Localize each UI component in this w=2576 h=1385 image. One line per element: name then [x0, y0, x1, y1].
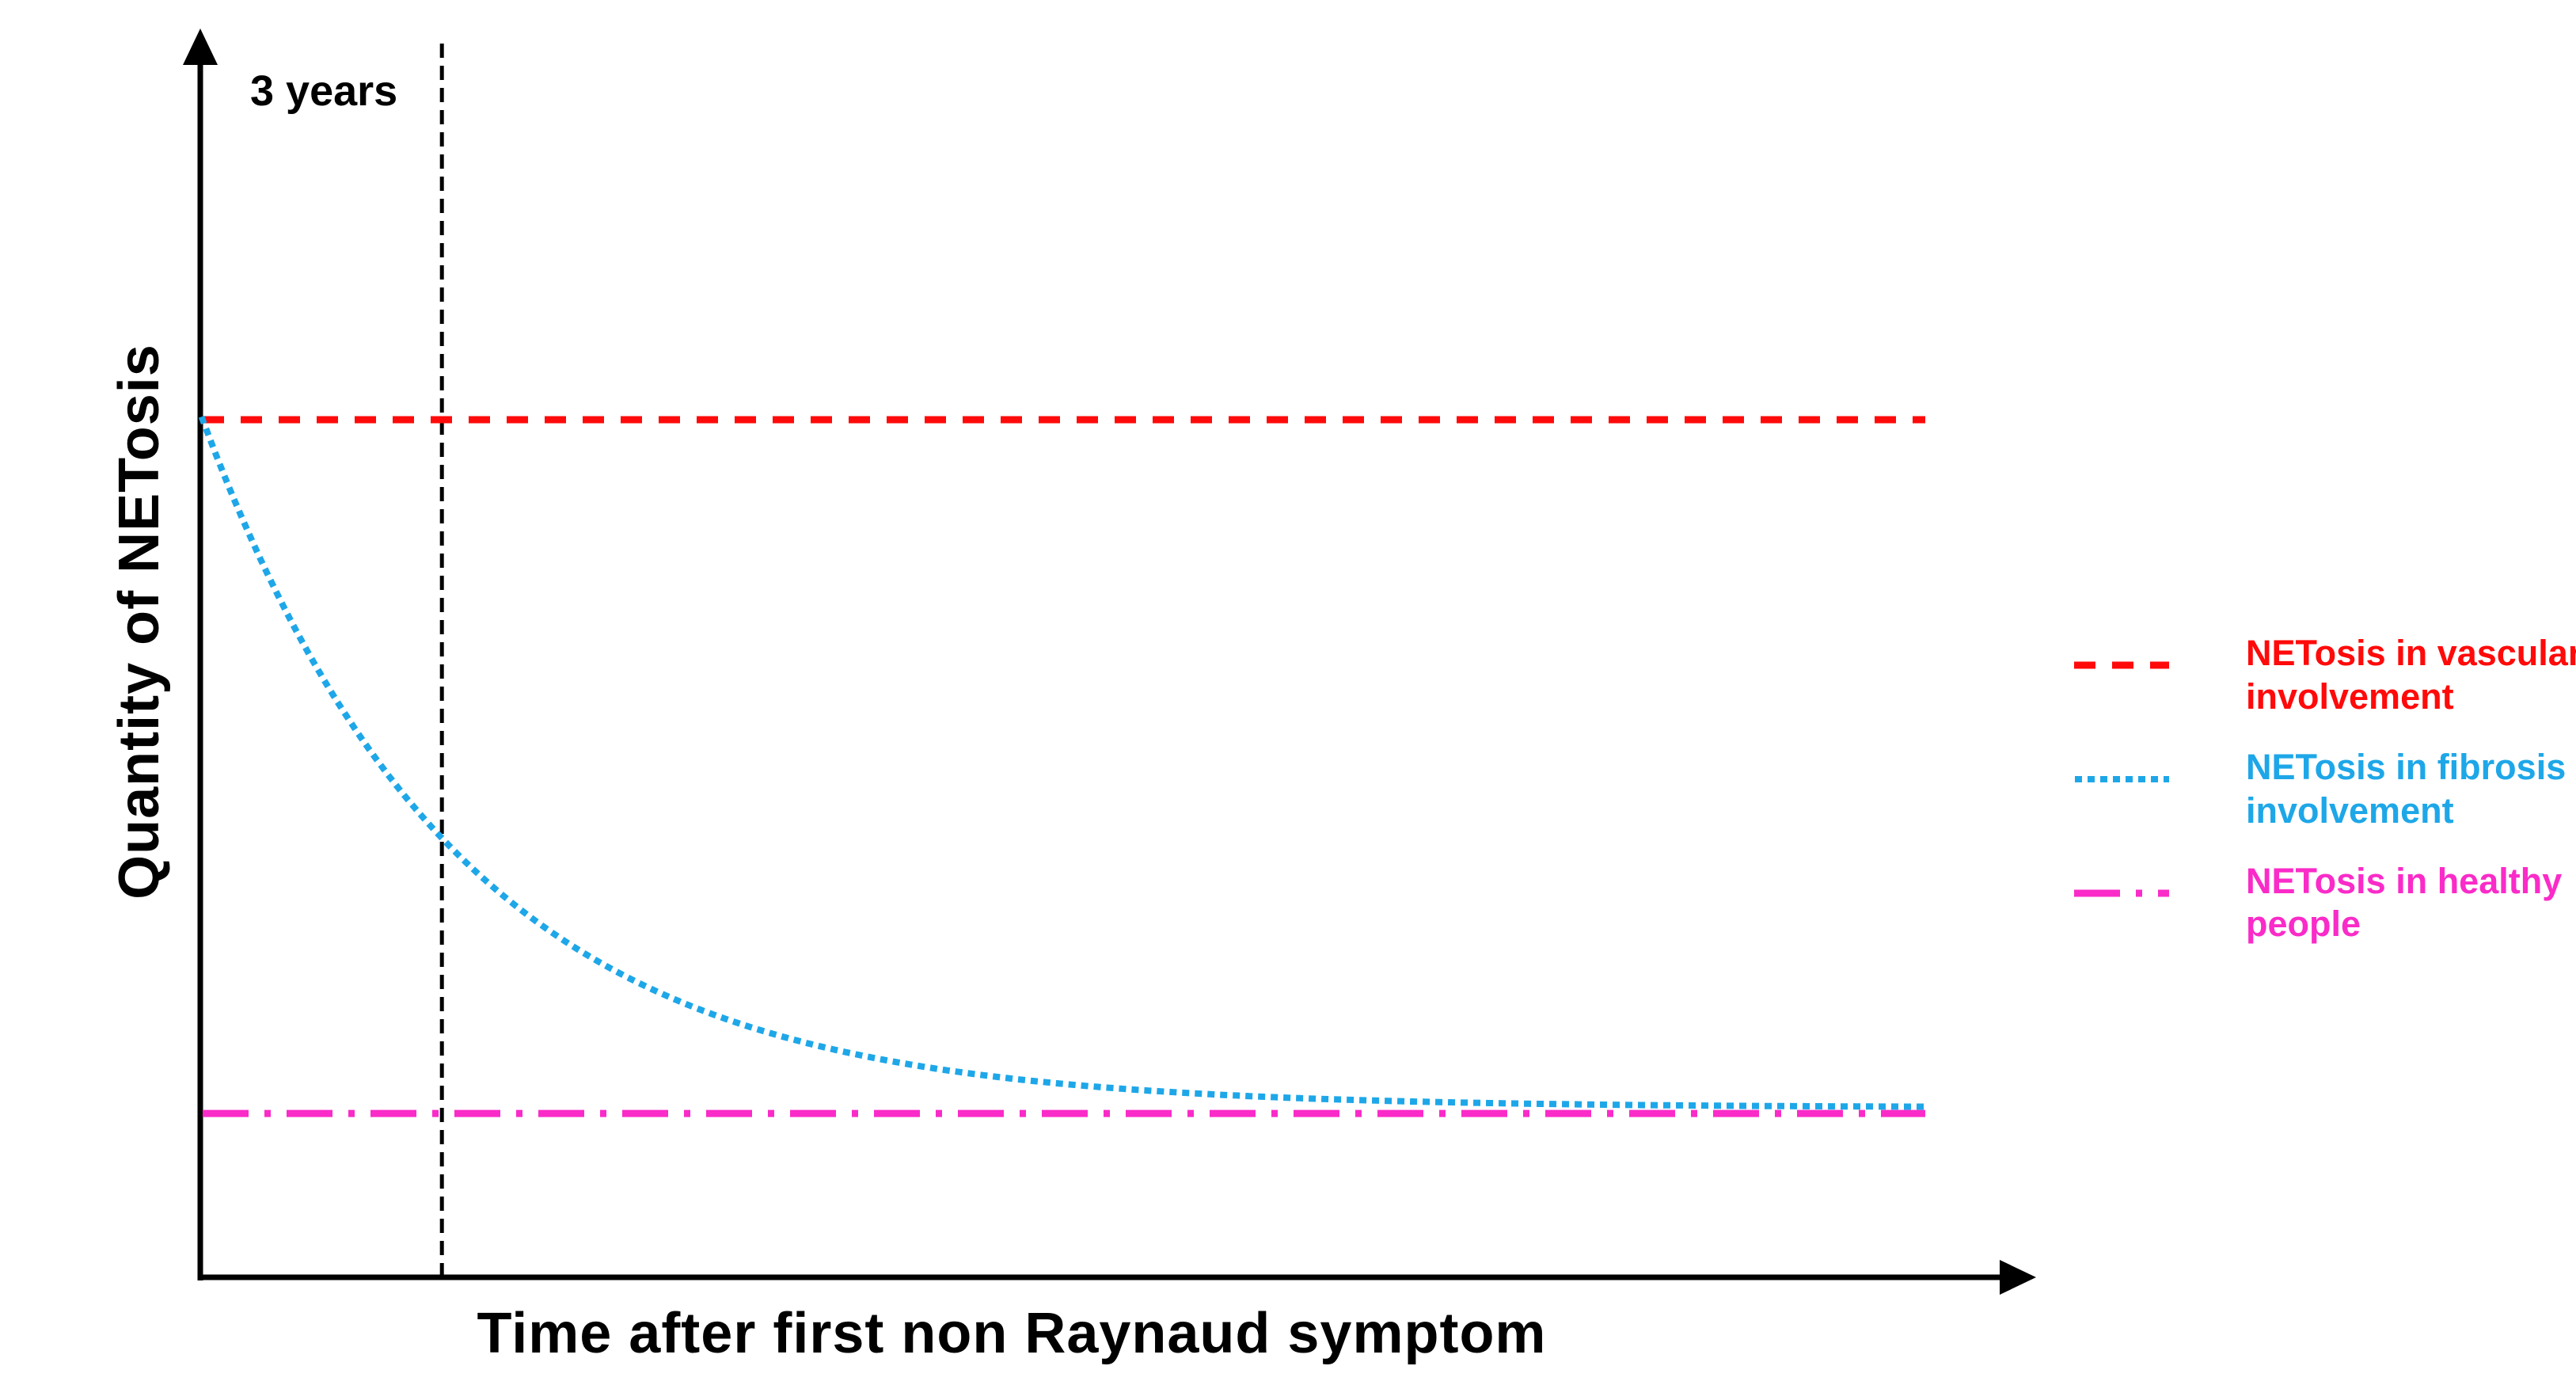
legend-item: NETosis in vascular involvement [2074, 632, 2576, 719]
y-axis-title: Quantity of NETosis [108, 344, 171, 900]
legend-item: NETosis in healthy people [2074, 860, 2576, 947]
legend-swatch-dashed-icon [2074, 661, 2169, 669]
legend-item: NETosis in fibrosis involvement [2074, 746, 2576, 833]
series-line-dotted [198, 415, 1928, 1110]
annotation-label: 3 years [250, 67, 398, 115]
y-axis-arrow-icon [183, 29, 218, 65]
legend: NETosis in vascular involvement NETosis i… [2074, 632, 2576, 946]
legend-label: NETosis in healthy people [2246, 860, 2563, 945]
legend-label: NETosis in fibrosis involvement [2246, 746, 2567, 831]
legend-swatch-dashdot-icon [2074, 889, 2169, 897]
legend-label: NETosis in vascular involvement [2246, 633, 2576, 717]
x-axis-arrow-icon [2000, 1260, 2036, 1295]
series-layer [198, 415, 1928, 1117]
x-axis-title: Time after first non Raynaud symptom [477, 1302, 1547, 1365]
legend-swatch-dotted-icon [2075, 775, 2169, 782]
